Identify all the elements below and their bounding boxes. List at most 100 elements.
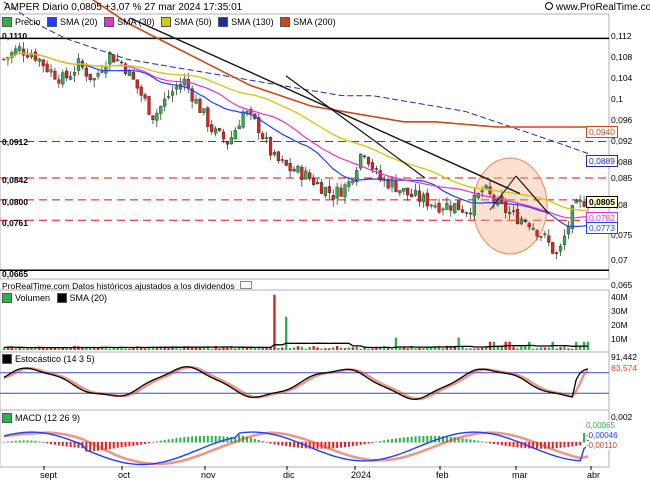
legend-precio[interactable]: Precio — [2, 17, 41, 27]
macd-histogram-bar — [195, 436, 198, 443]
candle-body — [143, 94, 147, 99]
volume-bar — [300, 346, 304, 350]
candle-body — [33, 51, 37, 61]
volume-bar — [402, 347, 405, 350]
macd-histogram-bar — [563, 442, 566, 448]
macd-histogram-bar — [73, 442, 76, 448]
candle-body — [292, 168, 296, 172]
macd-histogram-bar — [3, 442, 5, 443]
macd-histogram-bar — [473, 440, 476, 443]
macd-histogram-bar — [347, 442, 350, 447]
macd-histogram-bar — [351, 442, 354, 447]
stoch-swatch — [2, 354, 12, 364]
volume-bar — [61, 347, 64, 350]
volume-bar — [49, 347, 53, 350]
volume-bar — [441, 348, 445, 350]
volume-bar — [81, 347, 84, 350]
volume-bar — [104, 346, 108, 350]
candle-body — [374, 168, 378, 170]
volume-bar — [222, 346, 225, 350]
candle-body — [65, 70, 69, 79]
macd-histogram-bar — [187, 436, 190, 443]
level-0-0912: 0,0912 — [2, 137, 28, 147]
magnifier-icon[interactable] — [545, 2, 553, 10]
legend-macd[interactable]: MACD (12 26 9) — [2, 413, 80, 423]
candle-body — [484, 185, 488, 189]
macd-histogram-bar — [30, 440, 33, 443]
candle-body — [347, 181, 351, 187]
legend-volume[interactable]: Volumen — [2, 293, 50, 303]
candle-body — [61, 72, 65, 85]
legend-volume-sma[interactable]: SMA (20) — [56, 293, 107, 303]
trendline-secondary — [285, 75, 426, 179]
candle-body — [284, 159, 288, 166]
volume-bar — [343, 348, 347, 350]
macd-histogram-bar — [246, 436, 249, 443]
candle-body — [123, 63, 128, 74]
volume-bar — [65, 346, 68, 350]
volume-bar — [132, 347, 135, 350]
volume-bar — [253, 348, 257, 350]
candle-body — [355, 170, 359, 183]
stoch-value-k: 91,442 — [611, 352, 637, 362]
x-tick: abr — [587, 470, 601, 480]
trendline-short — [515, 175, 550, 215]
candle-body — [413, 190, 418, 196]
macd-histogram-bar — [65, 442, 68, 447]
volume-bar — [316, 347, 319, 350]
y-tick: 0,1 — [611, 94, 623, 104]
macd-histogram-bar — [163, 439, 166, 443]
stoch-legend: Estocástico (14 3 5) — [2, 354, 99, 366]
y-tick: 0,096 — [611, 115, 633, 125]
x-tick: feb — [436, 470, 449, 480]
candle-body — [202, 108, 206, 113]
settings-icons[interactable] — [239, 281, 252, 289]
candle-body — [558, 245, 563, 252]
volume-bar — [136, 346, 139, 350]
candle-body — [378, 170, 382, 181]
volume-bar — [390, 348, 394, 350]
macd-histogram-bar — [508, 442, 511, 447]
macd-histogram-bar — [551, 442, 554, 449]
candle-body — [578, 199, 582, 202]
candle-body — [394, 179, 398, 193]
macd-histogram-bar — [293, 442, 296, 448]
macd-histogram-bar — [445, 436, 448, 443]
candle-body — [433, 205, 437, 208]
macd-histogram-bar — [579, 442, 582, 446]
candle-body — [547, 235, 551, 243]
y-tick: 0,07 — [611, 255, 628, 265]
legend-sma30[interactable]: SMA (30) — [104, 17, 155, 27]
y-tick: 0,085 — [611, 173, 633, 183]
candle-body — [53, 70, 57, 80]
candle-body — [445, 202, 449, 210]
legend-sma200[interactable]: SMA (200) — [280, 17, 336, 27]
candle-body — [155, 112, 159, 121]
candle-body — [464, 212, 469, 214]
volume-bar — [89, 347, 92, 350]
macd-histogram-bar — [234, 437, 237, 443]
macd-histogram-bar — [285, 442, 288, 447]
candle-body — [331, 195, 335, 200]
volume-bar — [543, 347, 547, 350]
footnote-text: ProRealTime.com Datos históricos ajustad… — [2, 281, 235, 291]
site-label[interactable]: www.ProRealTime.com — [545, 2, 650, 13]
macd-histogram-bar — [559, 442, 562, 448]
macd-histogram-bar — [571, 442, 574, 447]
volume-bar — [488, 341, 492, 350]
sma20-line — [3, 52, 589, 228]
candle-body — [562, 235, 567, 246]
volume-bar — [351, 347, 355, 350]
macd-histogram-bar — [575, 442, 578, 446]
y-tick: 0,104 — [611, 73, 633, 83]
sma130-line — [3, 1, 589, 154]
macd-histogram-bar — [124, 442, 127, 447]
legend-sma130[interactable]: SMA (130) — [218, 17, 274, 27]
macd-histogram-bar — [312, 442, 315, 449]
macd-histogram-bar — [281, 442, 284, 446]
macd-histogram-bar — [402, 437, 405, 443]
legend-stoch[interactable]: Estocástico (14 3 5) — [2, 354, 95, 364]
candle-body — [214, 128, 218, 134]
legend-sma50[interactable]: SMA (50) — [161, 17, 212, 27]
legend-sma20[interactable]: SMA (20) — [47, 17, 98, 27]
